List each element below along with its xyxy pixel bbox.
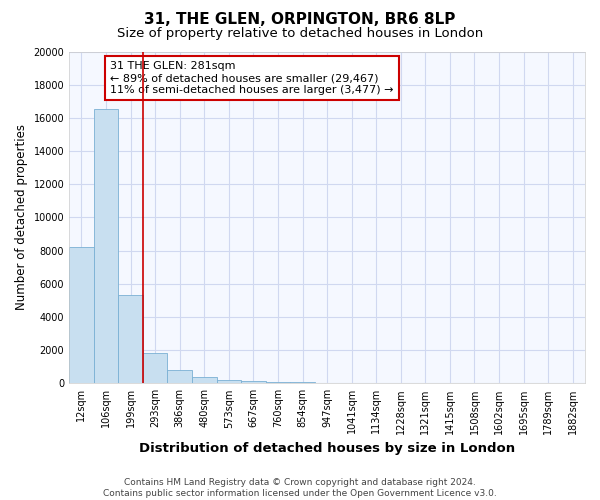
- Bar: [192, 378, 217, 384]
- Bar: [290, 382, 315, 384]
- Bar: [167, 370, 192, 384]
- Bar: [94, 108, 118, 384]
- Text: Contains HM Land Registry data © Crown copyright and database right 2024.
Contai: Contains HM Land Registry data © Crown c…: [103, 478, 497, 498]
- Text: 31, THE GLEN, ORPINGTON, BR6 8LP: 31, THE GLEN, ORPINGTON, BR6 8LP: [145, 12, 455, 28]
- Text: 31 THE GLEN: 281sqm
← 89% of detached houses are smaller (29,467)
11% of semi-de: 31 THE GLEN: 281sqm ← 89% of detached ho…: [110, 62, 394, 94]
- X-axis label: Distribution of detached houses by size in London: Distribution of detached houses by size …: [139, 442, 515, 455]
- Bar: [266, 382, 290, 384]
- Y-axis label: Number of detached properties: Number of detached properties: [15, 124, 28, 310]
- Text: Size of property relative to detached houses in London: Size of property relative to detached ho…: [117, 28, 483, 40]
- Bar: [217, 380, 241, 384]
- Bar: [143, 352, 167, 384]
- Bar: [69, 248, 94, 384]
- Bar: [118, 296, 143, 384]
- Bar: [241, 381, 266, 384]
